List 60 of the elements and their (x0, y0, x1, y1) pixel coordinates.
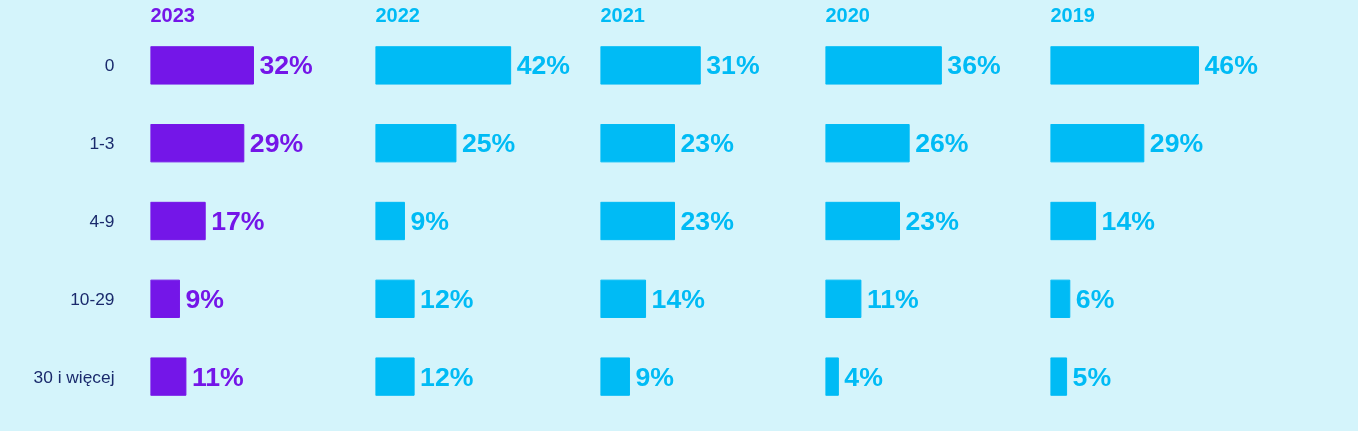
data-label: 42% (516, 50, 571, 81)
bar (375, 201, 405, 241)
bar (600, 201, 676, 241)
bar (825, 124, 910, 163)
data-label: 17% (211, 206, 265, 236)
y-tick-label: 10-29 (70, 288, 115, 309)
bar (1050, 46, 1200, 85)
bar (1050, 201, 1097, 241)
bar (1050, 279, 1071, 318)
chart-title: 2019 (1050, 3, 1095, 26)
data-label: 9% (635, 361, 674, 392)
data-label: 14% (1101, 206, 1155, 236)
bar (150, 201, 206, 241)
data-label: 9% (410, 206, 449, 236)
chart-title: 2020 (825, 3, 870, 26)
bar (375, 279, 415, 318)
data-label: 4% (844, 361, 883, 392)
data-label: 46% (1204, 50, 1258, 81)
data-label: 11% (866, 283, 919, 314)
bar (600, 279, 647, 318)
data-label: 11% (191, 361, 244, 392)
bar (825, 357, 839, 396)
bar (375, 124, 457, 163)
data-label: 12% (420, 361, 474, 392)
bar (150, 46, 254, 85)
y-tick-label: 0 (104, 55, 115, 76)
data-label: 25% (461, 128, 516, 159)
bar (825, 201, 901, 241)
bar (600, 124, 676, 163)
bar (600, 46, 701, 85)
data-label: 23% (905, 206, 959, 236)
bar (150, 279, 180, 318)
data-label: 31% (706, 50, 760, 81)
bar (150, 357, 187, 396)
data-label: 23% (680, 206, 734, 236)
data-label: 5% (1072, 361, 1112, 392)
data-label: 29% (1149, 128, 1204, 159)
data-label: 12% (420, 283, 474, 314)
bar (825, 46, 942, 85)
data-label: 9% (185, 283, 224, 314)
data-label: 36% (947, 50, 1001, 81)
data-label: 6% (1075, 283, 1115, 314)
data-label: 23% (680, 128, 734, 159)
y-tick-label: 1-3 (89, 133, 115, 154)
bar (375, 46, 512, 85)
bar (600, 357, 630, 396)
y-tick-label: 4-9 (89, 211, 115, 231)
bar (1050, 357, 1068, 396)
chart-title: 2023 (150, 3, 195, 26)
data-label: 14% (651, 283, 705, 314)
data-label: 32% (259, 50, 313, 81)
chart-title: 2022 (375, 3, 420, 26)
data-label: 26% (915, 128, 969, 159)
y-tick-label: 30 i więcej (33, 366, 115, 387)
data-label: 29% (249, 128, 304, 159)
bar (825, 279, 862, 318)
bar (150, 124, 245, 163)
bar (375, 357, 415, 396)
chart-title: 2021 (600, 3, 645, 26)
bar (1050, 124, 1145, 163)
